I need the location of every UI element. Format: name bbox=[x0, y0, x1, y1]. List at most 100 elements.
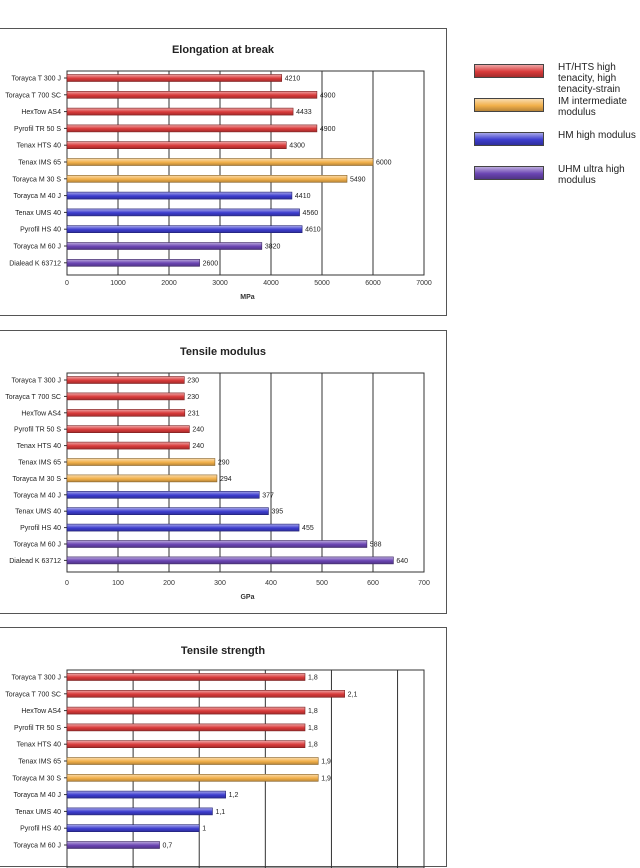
bar bbox=[66, 259, 200, 267]
value-label: 6000 bbox=[376, 160, 392, 167]
bar bbox=[66, 790, 226, 799]
category-label: Pyrofil TR 50 S bbox=[14, 725, 61, 732]
bar bbox=[66, 706, 306, 715]
value-label: 240 bbox=[192, 443, 204, 450]
bar bbox=[66, 673, 306, 681]
category-label: Pyrofil TR 50 S bbox=[14, 126, 61, 133]
value-label: 1,8 bbox=[308, 675, 318, 682]
legend-label-hm: HM high modulus bbox=[558, 130, 636, 141]
value-label: 1,8 bbox=[308, 708, 318, 715]
x-tick-label: 3000 bbox=[212, 280, 228, 287]
value-label: 230 bbox=[187, 378, 199, 385]
legend-item-im: IM intermediate modulus bbox=[474, 96, 640, 118]
value-label: 640 bbox=[396, 558, 408, 565]
bar bbox=[66, 425, 190, 433]
category-label: Dialead K 63712 bbox=[9, 260, 61, 267]
legend-item-ht: HT/HTS high tenacity, high tenacity-stra… bbox=[474, 62, 640, 95]
category-label: Torayca M 60 J bbox=[14, 542, 61, 549]
legend-swatch-hm bbox=[474, 132, 544, 146]
value-label: 4210 bbox=[285, 76, 301, 83]
value-label: 240 bbox=[192, 427, 204, 434]
category-label: Torayca M 30 S bbox=[12, 176, 61, 183]
legend-item-uhm: UHM ultra high modulus bbox=[474, 164, 640, 186]
bar bbox=[66, 689, 345, 698]
bar bbox=[66, 740, 306, 748]
category-label: Torayca T 300 J bbox=[11, 378, 61, 385]
category-label: Pyrofil HS 40 bbox=[20, 525, 61, 532]
value-label: 4560 bbox=[303, 210, 319, 217]
x-tick-label: 200 bbox=[163, 580, 175, 587]
value-label: 1,9 bbox=[321, 775, 331, 782]
chart-title: Tensile strength bbox=[181, 645, 265, 657]
category-label: Torayca M 40 J bbox=[14, 492, 61, 499]
legend-item-hm: HM high modulus bbox=[474, 130, 640, 150]
category-label: Tenax HTS 40 bbox=[17, 143, 61, 150]
x-tick-label: 5000 bbox=[314, 280, 330, 287]
bar bbox=[66, 175, 348, 183]
value-label: 1,8 bbox=[308, 725, 318, 732]
value-label: 377 bbox=[262, 492, 274, 499]
x-tick-label: 7000 bbox=[416, 280, 432, 287]
value-label: 2600 bbox=[203, 260, 219, 267]
bar bbox=[66, 458, 216, 466]
category-label: Torayca M 40 J bbox=[14, 193, 61, 200]
value-label: 1,2 bbox=[229, 792, 239, 799]
category-label: HexTow AS4 bbox=[21, 708, 61, 715]
bar bbox=[66, 807, 213, 816]
bar bbox=[66, 507, 269, 515]
category-label: Tenax UMS 40 bbox=[15, 809, 61, 816]
category-label: HexTow AS4 bbox=[21, 109, 61, 116]
plot-frame bbox=[66, 372, 425, 573]
x-axis-label: MPa bbox=[240, 294, 255, 301]
value-label: 290 bbox=[218, 460, 230, 467]
category-label: Torayca T 700 SC bbox=[5, 691, 61, 698]
elongation-chart: Elongation at break 0 1000 2000 3000 4000 5000… bbox=[5, 44, 432, 301]
bar bbox=[66, 392, 185, 401]
bar bbox=[66, 409, 186, 417]
x-tick-label: 500 bbox=[316, 580, 328, 587]
x-tick-label: 400 bbox=[265, 580, 277, 587]
chart-title: Elongation at break bbox=[172, 44, 275, 56]
category-label: Torayca T 300 J bbox=[11, 76, 61, 83]
modulus-chart-panel: Tensile modulus 0 100 200 300 400 500 600 700 GPa… bbox=[0, 330, 447, 614]
category-label: Torayca T 700 SC bbox=[5, 394, 61, 401]
strength-chart: Tensile strength Torayca T 300 J 1,8 Torayc… bbox=[5, 645, 425, 868]
bar bbox=[66, 723, 306, 732]
legend-label-ht: HT/HTS high tenacity, high tenacity-stra… bbox=[558, 62, 621, 95]
value-label: 4300 bbox=[289, 143, 305, 150]
bar bbox=[66, 556, 394, 565]
bar bbox=[66, 242, 263, 250]
bar bbox=[66, 141, 287, 149]
category-label: Tenax HTS 40 bbox=[17, 742, 61, 749]
category-label: Torayca M 30 S bbox=[12, 775, 61, 782]
value-label: 1,1 bbox=[215, 809, 225, 816]
bar bbox=[66, 774, 319, 782]
category-label: Torayca M 40 J bbox=[14, 792, 61, 799]
bar bbox=[66, 441, 190, 450]
legend-swatch-uhm bbox=[474, 166, 544, 180]
value-label: 5490 bbox=[350, 176, 366, 183]
category-label: Pyrofil HS 40 bbox=[20, 826, 61, 833]
x-tick-label: 100 bbox=[112, 580, 124, 587]
value-label: 1,9 bbox=[321, 759, 331, 766]
bar bbox=[66, 74, 283, 82]
value-label: 0,7 bbox=[163, 843, 173, 850]
value-label: 1 bbox=[202, 826, 206, 833]
value-label: 455 bbox=[302, 525, 314, 532]
category-label: Torayca M 60 J bbox=[14, 244, 61, 251]
category-label: Torayca M 60 J bbox=[14, 843, 61, 850]
category-label: Tenax UMS 40 bbox=[15, 210, 61, 217]
value-label: 1,8 bbox=[308, 742, 318, 749]
x-axis-label: GPa bbox=[240, 594, 254, 601]
value-label: 4433 bbox=[296, 109, 312, 116]
plot-frame bbox=[66, 70, 425, 276]
category-label: Torayca T 700 SC bbox=[5, 92, 61, 99]
category-label: HexTow AS4 bbox=[21, 410, 61, 417]
value-label: 4610 bbox=[305, 227, 321, 234]
x-tick-label: 4000 bbox=[263, 280, 279, 287]
value-label: 4900 bbox=[320, 126, 336, 133]
value-label: 2,1 bbox=[348, 691, 358, 698]
category-label: Pyrofil TR 50 S bbox=[14, 427, 61, 434]
value-label: 3820 bbox=[265, 244, 281, 251]
category-label: Tenax HTS 40 bbox=[17, 443, 61, 450]
